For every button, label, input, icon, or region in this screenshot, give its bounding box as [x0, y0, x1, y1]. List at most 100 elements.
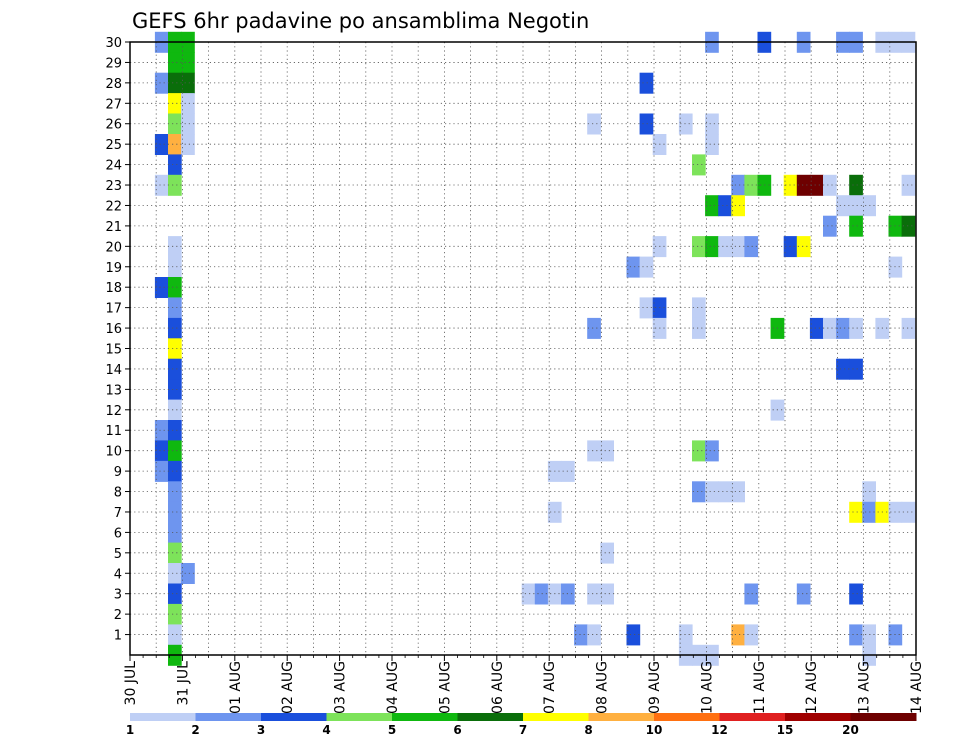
legend-label: 15 [777, 723, 794, 737]
heatmap-cell [692, 481, 706, 503]
y-tick-label: 20 [105, 240, 122, 255]
heatmap-cell [862, 501, 876, 523]
heatmap-cell [862, 481, 876, 503]
heatmap-cell [154, 72, 169, 94]
heatmap-cell [836, 358, 850, 380]
x-tick-label: 10 AUG [699, 661, 715, 714]
heatmap-cell [168, 277, 182, 298]
y-tick-label: 22 [105, 199, 122, 214]
y-tick-label: 10 [105, 445, 122, 460]
legend-label: 8 [584, 723, 592, 737]
y-tick-label: 19 [105, 261, 122, 276]
heatmap-cell [692, 236, 706, 258]
y-tick-label: 4 [114, 567, 122, 582]
x-tick-label: 02 AUG [280, 661, 296, 714]
heatmap-cell [168, 420, 182, 441]
legend-swatch [195, 713, 262, 721]
heatmap-cell [718, 236, 732, 258]
heatmap-cell [718, 481, 732, 503]
heatmap-cell [705, 236, 719, 258]
legend-label: 4 [322, 723, 330, 737]
heatmap-cell [705, 440, 719, 462]
legend-label: 6 [453, 723, 461, 737]
heatmap-cell [168, 317, 182, 339]
legend-swatch [654, 713, 720, 721]
x-tick-label: 14 AUG [909, 661, 925, 714]
x-axis-ticks: 30 JUL 31 JUL 01 AUG 02 AUG 03 AUG 04 AUG 05 A… [123, 655, 925, 714]
heatmap-cell [731, 624, 745, 646]
y-tick-label: 1 [114, 629, 122, 644]
heatmap-cell [705, 113, 719, 135]
x-tick-label: 04 AUG [385, 661, 401, 714]
heatmap-cell [744, 174, 759, 196]
heatmap-cell [809, 317, 824, 339]
heatmap-cell [849, 215, 863, 237]
legend-swatch [523, 713, 589, 721]
heatmap-cell [574, 624, 588, 646]
heatmap-cell [823, 174, 837, 196]
heatmap-cell [809, 174, 824, 196]
heatmap-cell [692, 317, 706, 339]
y-tick-label: 16 [105, 322, 122, 337]
heatmap-cell [744, 583, 759, 605]
heatmap-cell [836, 195, 850, 217]
legend-label: 5 [388, 723, 396, 737]
heatmap-cell [168, 297, 182, 319]
chart-grid [130, 41, 916, 655]
heatmap-cell [168, 399, 182, 421]
heatmap-cell [181, 113, 195, 135]
heatmap-cell [181, 563, 195, 584]
heatmap-cell [862, 624, 876, 646]
heatmap-cell [901, 501, 916, 523]
heatmap-cell [796, 583, 811, 605]
heatmap-cell [154, 174, 169, 196]
heatmap-cell [849, 317, 863, 339]
legend-label: 3 [257, 723, 265, 737]
x-tick-label: 03 AUG [333, 661, 349, 714]
chart-title: GEFS 6hr padavine po ansamblima Negotin [132, 9, 589, 33]
heatmap-cell [678, 113, 693, 135]
heatmap-cell [849, 174, 863, 196]
heatmap-cell [862, 195, 876, 217]
heatmap-cell [705, 195, 719, 217]
heatmap-cell [168, 256, 182, 278]
y-tick-label: 14 [105, 363, 122, 378]
heatmap-cell [731, 481, 745, 503]
y-tick-label: 13 [105, 383, 122, 398]
legend-swatch [130, 713, 196, 721]
y-tick-label: 24 [105, 159, 122, 174]
heatmap-cell [796, 236, 811, 258]
heatmap-cell [181, 93, 195, 115]
x-tick-label: 11 AUG [752, 661, 768, 714]
heatmap-cell [705, 481, 719, 503]
heatmap-cell [587, 317, 601, 339]
heatmap-cell [744, 624, 759, 646]
color-legend: 1 2 3 4 5 6 7 8 10 12 15 20 [126, 713, 917, 737]
heatmap-cell [600, 542, 614, 564]
x-tick-label: 05 AUG [437, 661, 453, 714]
heatmap-cell [521, 583, 536, 605]
x-tick-label: 08 AUG [595, 661, 611, 714]
heatmap-cell [168, 379, 182, 401]
y-tick-label: 11 [105, 424, 122, 439]
x-tick-label: 31 JUL [175, 661, 191, 706]
y-tick-label: 15 [105, 343, 122, 358]
heatmap-cell [168, 174, 182, 196]
y-tick-label: 5 [114, 547, 122, 562]
heatmap-cell [168, 236, 182, 258]
y-tick-label: 29 [105, 56, 122, 71]
heatmap-cell [705, 134, 719, 155]
y-axis-ticks: 1234567891011121314151617181920212223242… [105, 36, 130, 644]
heatmap-cell [168, 563, 182, 584]
heatmap-cell [901, 317, 916, 339]
heatmap-cell [901, 215, 916, 237]
heatmap-cell [154, 460, 169, 482]
heatmap-cell [849, 358, 863, 380]
heatmap-cell [639, 113, 654, 135]
y-tick-label: 18 [105, 281, 122, 296]
heatmap-cell [154, 440, 169, 462]
heatmap-cell [639, 256, 654, 278]
x-tick-label: 12 AUG [804, 661, 820, 714]
y-tick-label: 28 [105, 77, 122, 92]
legend-label: 12 [711, 723, 728, 737]
